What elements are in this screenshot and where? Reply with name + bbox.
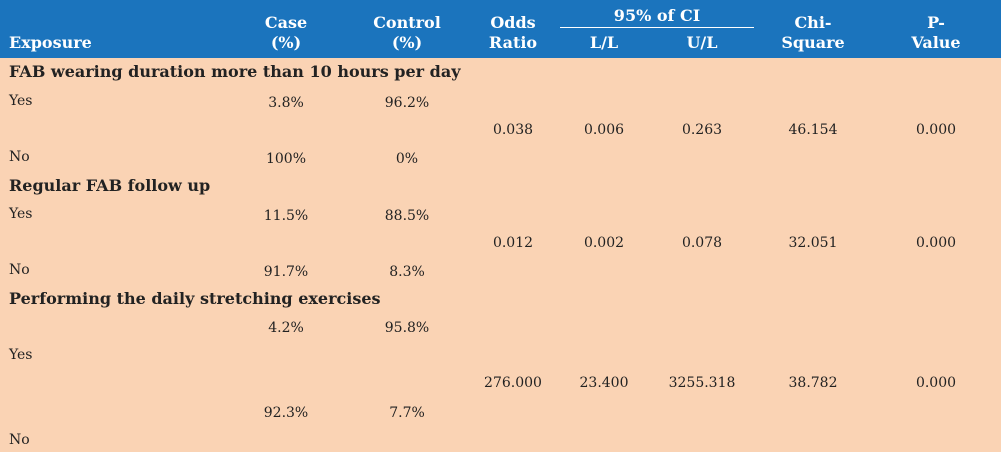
header-p-value-line2: Value (911, 33, 961, 52)
row-label-yes: Yes (9, 206, 33, 222)
header-odds-ratio-line1: Odds (490, 13, 536, 32)
table-header: Exposure Case (%) Control (%) Odds Ratio… (0, 0, 1001, 58)
header-ci: 95% of CI (613, 6, 701, 25)
yes-control-value: 96.2% (384, 95, 430, 111)
ci-divider (560, 27, 754, 28)
header-p-value-line1: P- (927, 13, 945, 32)
no-control-value: 0% (395, 151, 419, 167)
header-ll: L/L (589, 33, 619, 52)
no-control-value: 7.7% (389, 405, 425, 421)
ci-upper-value: 3255.318 (668, 375, 736, 391)
ci-upper-value: 0.078 (681, 235, 723, 251)
header-chi-square: Chi- Square (781, 13, 844, 53)
yes-case-value: 3.8% (268, 95, 304, 111)
no-case-value: 91.7% (263, 264, 309, 280)
row-label-no: No (9, 432, 30, 448)
group-title-fab-duration: FAB wearing duration more than 10 hours … (9, 62, 461, 81)
ci-lower-value: 0.006 (583, 122, 625, 138)
yes-control-value: 95.8% (384, 320, 430, 336)
header-case-line1: Case (264, 13, 308, 32)
p-value: 0.000 (915, 235, 957, 251)
odds-ratio-value: 0.012 (492, 235, 534, 251)
no-control-value: 8.3% (389, 264, 425, 280)
group-title-stretching: Performing the daily stretching exercise… (9, 289, 381, 308)
chi-square-value: 46.154 (788, 122, 838, 138)
header-control-line2: (%) (391, 33, 423, 52)
row-label-yes: Yes (9, 347, 33, 363)
header-odds-ratio: Odds Ratio (489, 13, 537, 53)
header-p-value: P- Value (911, 13, 960, 53)
header-case: Case (%) (265, 13, 307, 53)
header-case-line2: (%) (270, 33, 302, 52)
header-chi-square-line2: Square (781, 33, 845, 52)
odds-ratio-value: 0.038 (492, 122, 534, 138)
ci-lower-value: 23.400 (579, 375, 629, 391)
chi-square-value: 38.782 (788, 375, 838, 391)
p-value: 0.000 (915, 375, 957, 391)
row-label-yes: Yes (9, 93, 33, 109)
group-title-fab-follow-up: Regular FAB follow up (9, 176, 211, 195)
yes-case-value: 11.5% (263, 208, 309, 224)
no-case-value: 100% (265, 151, 307, 167)
row-label-no: No (9, 262, 30, 278)
header-odds-ratio-line2: Ratio (488, 33, 538, 52)
yes-control-value: 88.5% (384, 208, 430, 224)
ci-lower-value: 0.002 (583, 235, 625, 251)
odds-ratio-value: 276.000 (484, 375, 542, 391)
ci-upper-value: 0.263 (681, 122, 723, 138)
header-ul: U/L (686, 33, 718, 52)
row-label-no: No (9, 149, 30, 165)
header-chi-square-line1: Chi- (794, 13, 832, 32)
p-value: 0.000 (915, 122, 957, 138)
yes-case-value: 4.2% (268, 320, 304, 336)
header-exposure: Exposure (9, 33, 92, 52)
no-case-value: 92.3% (263, 405, 309, 421)
header-control-line1: Control (373, 13, 441, 32)
chi-square-value: 32.051 (788, 235, 838, 251)
header-control: Control (%) (373, 13, 441, 53)
